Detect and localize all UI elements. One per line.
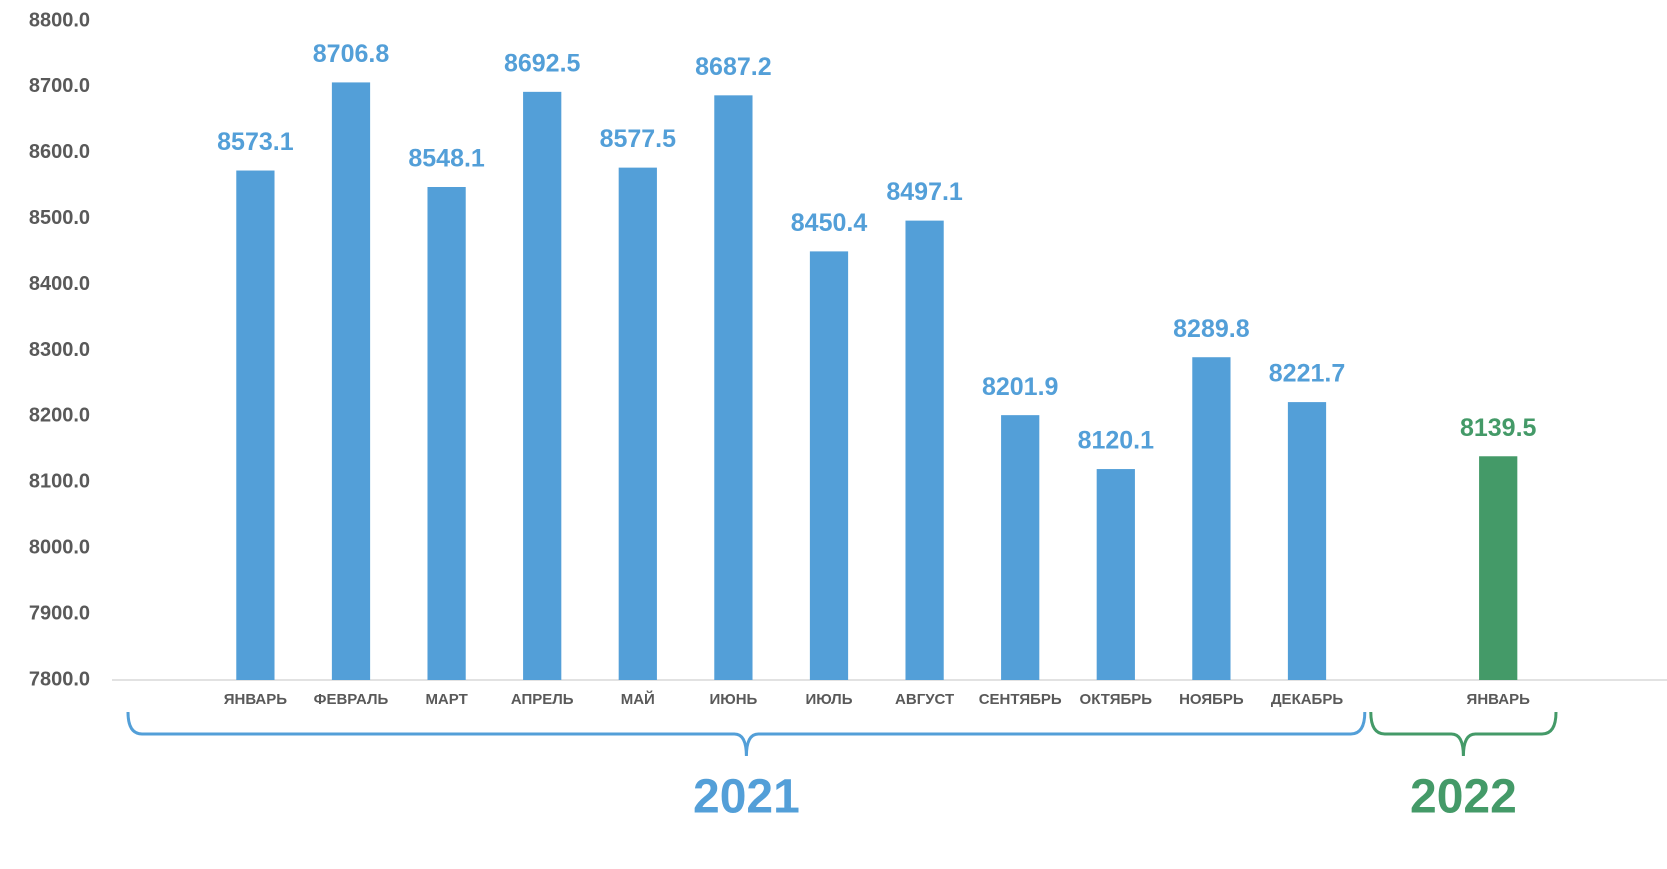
group-label: 2021 [693, 771, 800, 824]
x-tick-label: ЯНВАРЬ [224, 691, 288, 708]
bar [331, 82, 371, 680]
bar [905, 220, 944, 681]
y-tick-label: 8100.0 [29, 471, 90, 493]
y-tick-label: 7900.0 [29, 602, 90, 624]
bar [809, 251, 849, 680]
group-brace [1369, 711, 1558, 757]
value-label: 8497.1 [886, 178, 963, 206]
x-tick-label: АПРЕЛЬ [511, 691, 574, 708]
value-label: 8120.1 [1078, 427, 1155, 455]
x-tick-label: ИЮЛЬ [806, 691, 853, 708]
value-label: 8573.1 [217, 128, 294, 156]
value-label: 8706.8 [313, 40, 390, 68]
y-tick-label: 8300.0 [29, 339, 90, 361]
y-tick-label: 8400.0 [29, 273, 90, 295]
y-tick-label: 7800.0 [29, 668, 90, 690]
x-tick-label: ИЮНЬ [709, 691, 757, 708]
bar [618, 167, 657, 680]
value-label: 8139.5 [1460, 414, 1537, 442]
bar [236, 170, 275, 680]
value-label: 8692.5 [504, 49, 581, 77]
y-tick-label: 8700.0 [29, 75, 90, 97]
bar [427, 187, 466, 680]
x-tick-label: ЯНВАРЬ [1467, 691, 1531, 708]
value-label: 8289.8 [1173, 315, 1250, 343]
value-label: 8221.7 [1269, 360, 1345, 388]
y-tick-label: 8800.0 [29, 9, 90, 31]
bar [714, 95, 753, 680]
x-tick-label: МАЙ [621, 690, 655, 708]
bar [1001, 415, 1040, 680]
x-tick-label: ОКТЯБРЬ [1080, 691, 1153, 708]
bar [1287, 402, 1327, 680]
value-label: 8450.4 [791, 209, 868, 237]
group-brace [126, 711, 1367, 757]
y-tick-label: 8500.0 [29, 207, 90, 229]
bar [1192, 357, 1231, 680]
y-tick-label: 8200.0 [29, 405, 90, 427]
y-tick-label: 8000.0 [29, 536, 90, 558]
x-tick-label: СЕНТЯБРЬ [979, 691, 1062, 708]
x-tick-label: НОЯБРЬ [1179, 691, 1244, 708]
value-label: 8548.1 [408, 145, 485, 173]
bar [1479, 456, 1518, 680]
x-tick-label: АВГУСТ [895, 691, 954, 708]
value-label: 8201.9 [982, 373, 1058, 401]
value-label: 8687.2 [695, 53, 771, 81]
x-tick-label: ФЕВРАЛЬ [314, 691, 389, 708]
bar [1096, 469, 1135, 680]
x-tick-label: ДЕКАБРЬ [1271, 691, 1343, 708]
x-tick-label: МАРТ [425, 691, 467, 708]
value-label: 8577.5 [600, 125, 677, 153]
y-tick-label: 8600.0 [29, 141, 90, 163]
group-label: 2022 [1410, 771, 1517, 824]
bar [523, 91, 562, 680]
